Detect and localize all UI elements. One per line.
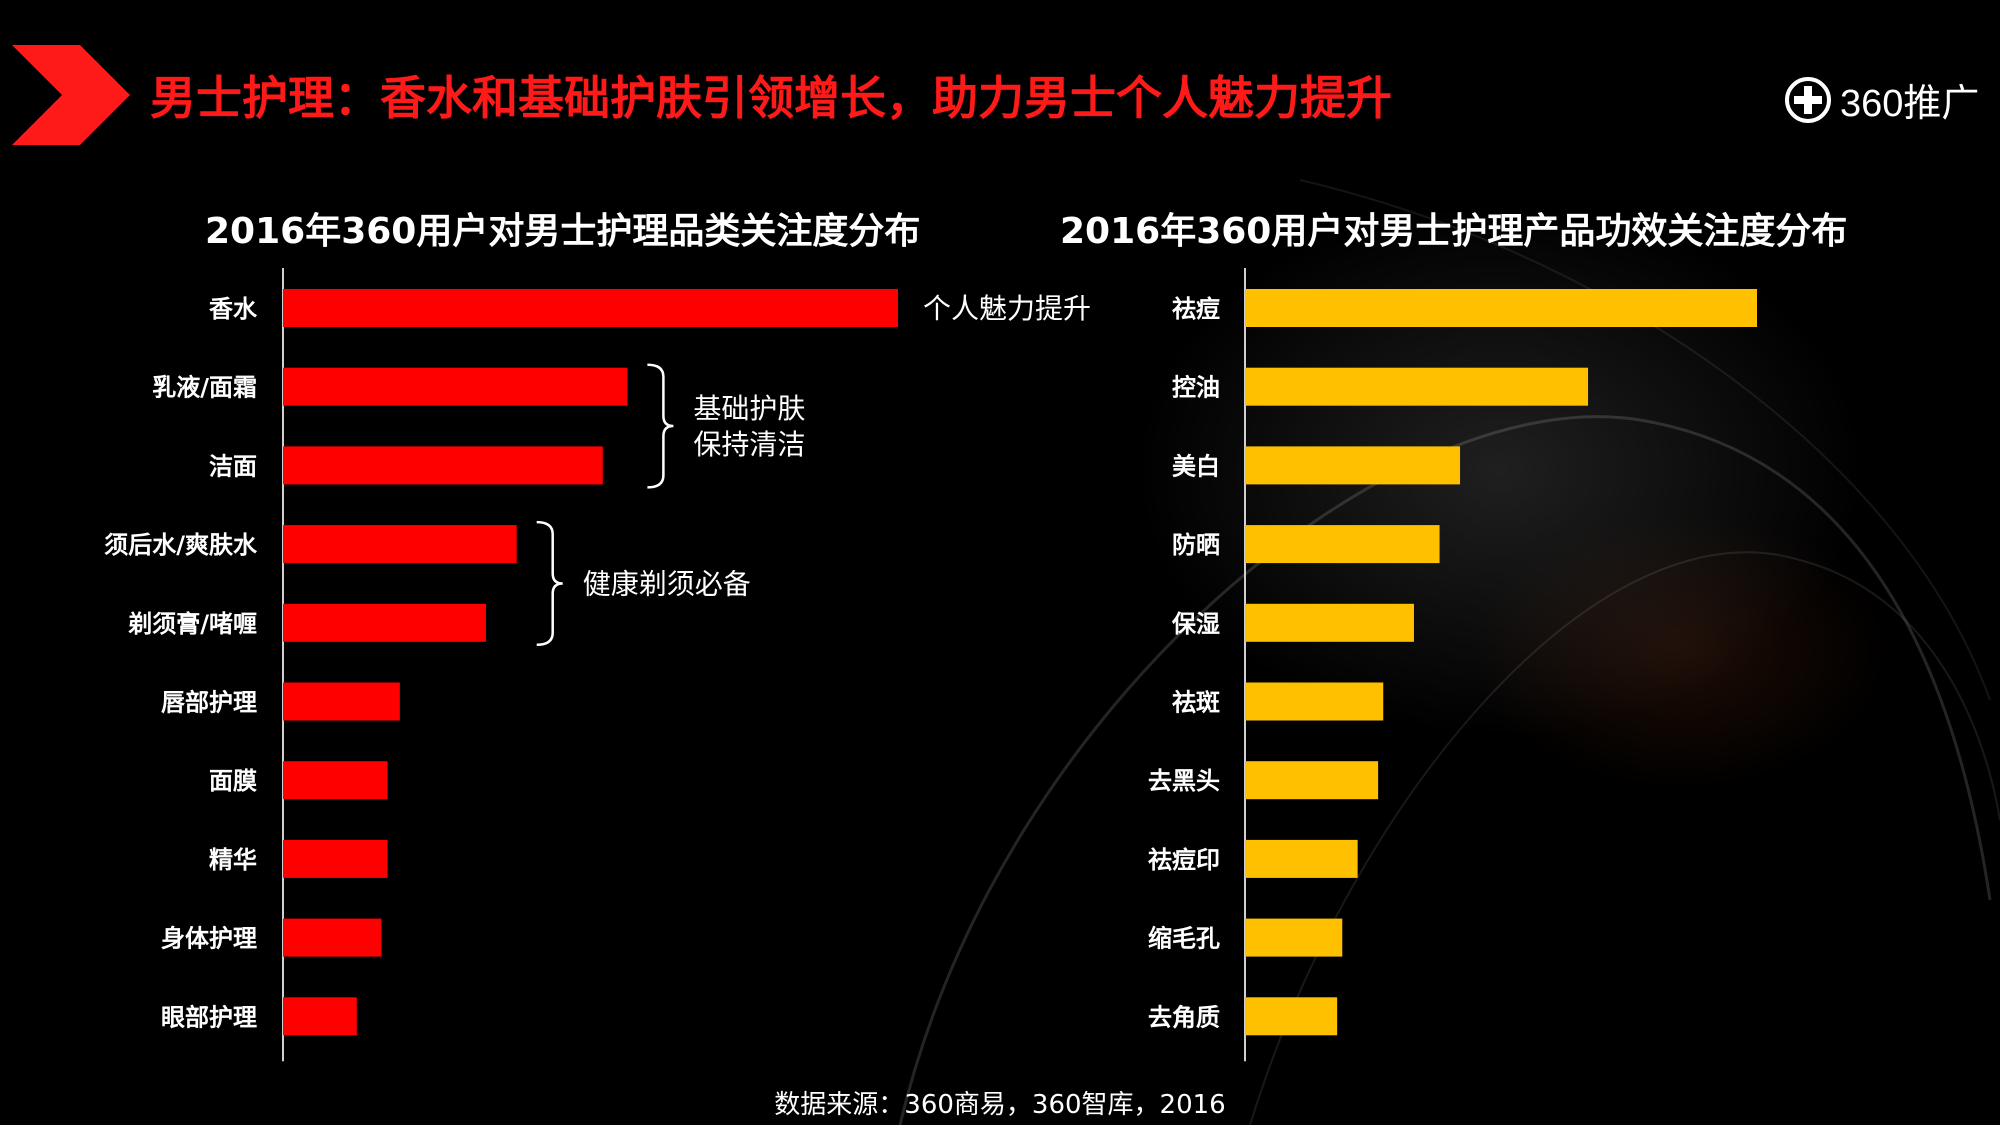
category-bar [283,367,628,406]
category-bar [283,918,382,957]
logo-plus-icon [1785,76,1831,123]
category-annotation-label: 基础护肤 [693,392,805,425]
efficacy-bar [1245,603,1414,642]
efficacy-bar [1245,525,1440,564]
category-bar [283,446,603,485]
logo: 360推广 [1784,72,1979,127]
category-bar [283,682,400,721]
category-category-label: 眼部护理 [161,1003,257,1031]
category-category-label: 身体护理 [161,925,257,953]
efficacy-bar [1245,682,1384,721]
category-annotation-label: 个人魅力提升 [923,292,1091,325]
efficacy-bar [1245,446,1461,485]
category-bar [283,761,388,800]
category-category-label: 乳液/面霜 [152,374,257,402]
category-annotation-label: 保持清洁 [693,428,805,461]
category-category-label: 唇部护理 [161,689,257,717]
efficacy-category-label: 美白 [1172,452,1220,480]
category-category-label: 洁面 [209,452,257,480]
efficacy-category-label: 去黑头 [1148,767,1220,795]
chart-title-efficacy: 2016年360用户对男士护理产品功效关注度分布 [1060,211,1848,252]
logo-text: 360推广 [1840,83,1980,125]
efficacy-category-label: 控油 [1172,374,1220,402]
efficacy-bar [1245,918,1343,957]
header-chevron-icon [12,45,130,145]
data-source: 数据来源：360商易，360智库，2016 [774,1090,1226,1120]
category-bar [283,525,517,564]
efficacy-category-label: 去角质 [1148,1003,1220,1031]
chart-title-category: 2016年360用户对男士护理品类关注度分布 [205,211,921,252]
category-category-label: 须后水/爽肤水 [104,531,258,559]
efficacy-category-label: 缩毛孔 [1148,925,1220,953]
category-category-label: 剃须膏/啫喱 [128,610,257,638]
efficacy-category-label: 祛痘印 [1148,846,1220,874]
category-annotation-brace [647,363,674,489]
category-bar [283,997,357,1036]
category-bar [283,603,486,642]
efficacy-bar [1245,289,1757,327]
category-category-label: 精华 [209,846,257,874]
category-bar [283,839,388,878]
category-bar [283,289,898,327]
efficacy-category-label: 祛斑 [1172,689,1220,717]
page-title: 男士护理：香水和基础护肤引领增长，助力男士个人魅力提升 [150,71,1392,125]
category-annotation-label: 健康剃须必备 [583,567,751,600]
efficacy-category-label: 防晒 [1172,531,1220,559]
category-annotation-brace [536,520,563,647]
efficacy-bar [1245,761,1379,800]
efficacy-bar [1245,997,1338,1036]
category-category-label: 面膜 [209,767,257,795]
efficacy-category-label: 保湿 [1171,610,1220,638]
efficacy-bar [1245,367,1589,406]
efficacy-category-label: 祛痘 [1172,295,1220,323]
category-category-label: 香水 [209,295,258,323]
efficacy-bar [1245,839,1358,878]
